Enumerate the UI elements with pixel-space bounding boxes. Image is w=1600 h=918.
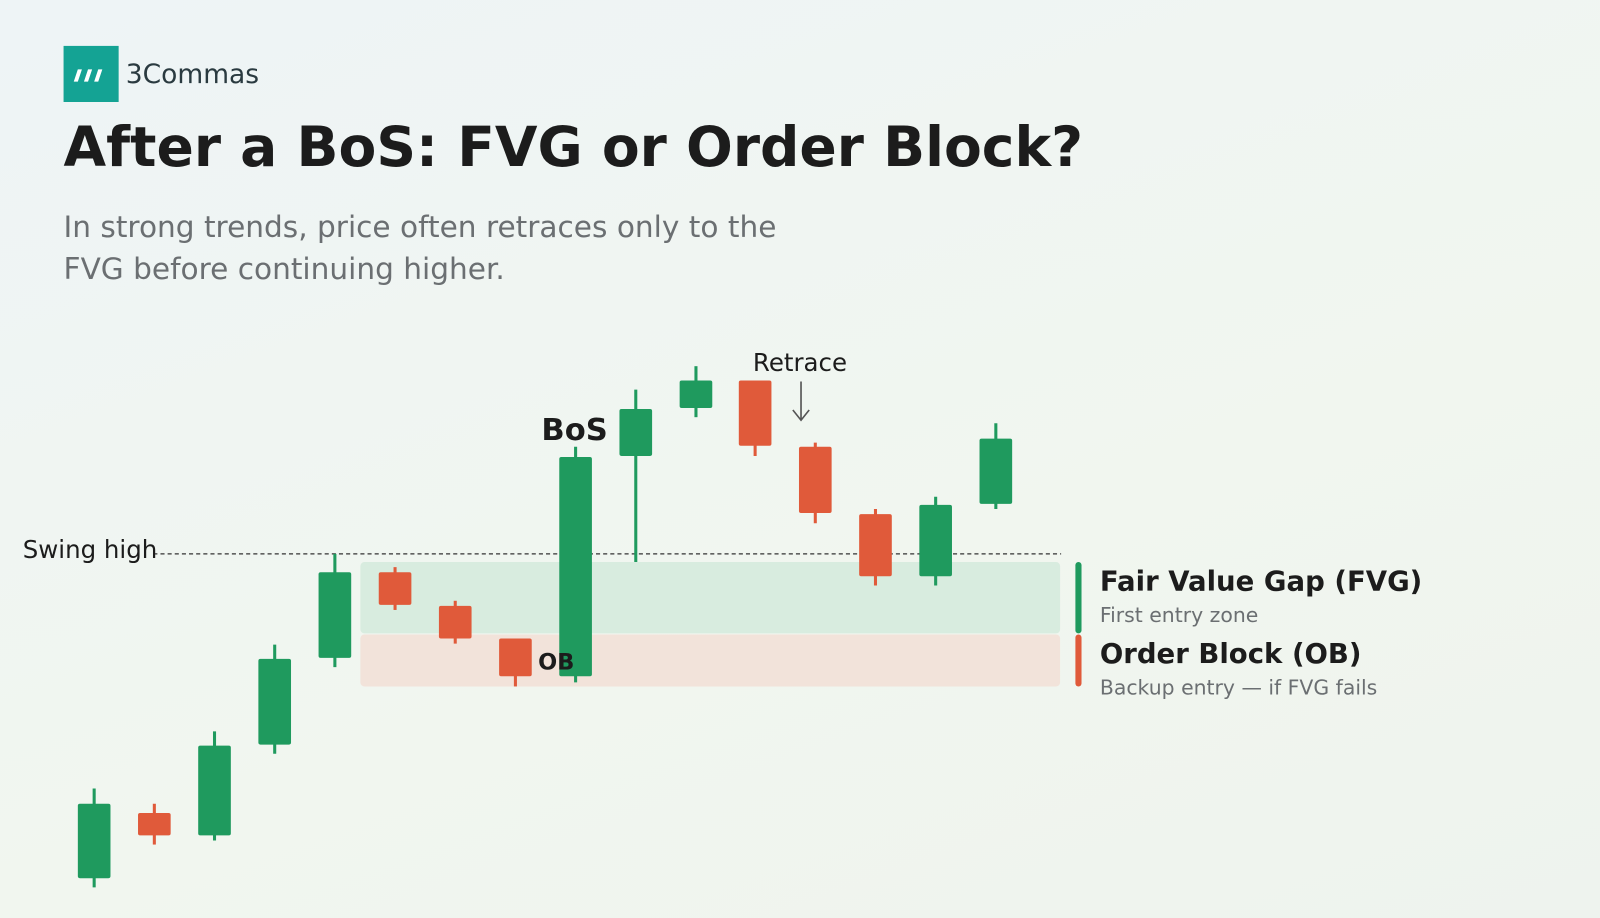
candle-body xyxy=(77,803,111,879)
legend-swatch xyxy=(1075,634,1082,687)
legend-title: Fair Value Gap (FVG) xyxy=(1100,565,1422,597)
fvg-zone xyxy=(360,562,1061,634)
candles xyxy=(77,366,1013,888)
candle-body xyxy=(198,745,231,836)
logo-glyph xyxy=(73,69,103,82)
candle-body xyxy=(738,380,772,446)
subtitle-line: FVG before continuing higher. xyxy=(64,252,505,286)
retrace-arrow xyxy=(792,381,810,422)
legend-swatch xyxy=(1075,562,1082,634)
candle-body xyxy=(619,409,653,456)
logo-mark xyxy=(63,45,119,102)
legend-caption: Backup entry — if FVG fails xyxy=(1100,676,1377,700)
bos-label: BoS xyxy=(541,413,607,448)
candle-body xyxy=(979,438,1013,504)
candle-body xyxy=(438,605,472,639)
ob-label: OB xyxy=(538,650,574,676)
candle-body xyxy=(859,514,892,577)
candle-body xyxy=(499,638,532,677)
candle-body xyxy=(318,572,352,658)
candle-body xyxy=(258,658,292,745)
candle-body xyxy=(138,812,171,836)
candle-body xyxy=(378,572,412,605)
candle-body xyxy=(559,456,592,677)
title: After a BoS: FVG or Order Block? xyxy=(64,115,1083,179)
candle-body xyxy=(919,504,952,577)
candle-body xyxy=(679,380,713,408)
legend-caption: First entry zone xyxy=(1100,603,1258,627)
retrace-label: Retrace xyxy=(753,348,847,377)
swing-high-label: Swing high xyxy=(23,535,158,564)
logo: 3Commas xyxy=(63,45,259,102)
legend-title: Order Block (OB) xyxy=(1100,638,1362,670)
candle-body xyxy=(798,446,832,514)
brand: 3Commas xyxy=(126,59,259,90)
subtitle-line: In strong trends, price often retraces o… xyxy=(64,210,777,244)
ob-zone xyxy=(360,634,1061,687)
